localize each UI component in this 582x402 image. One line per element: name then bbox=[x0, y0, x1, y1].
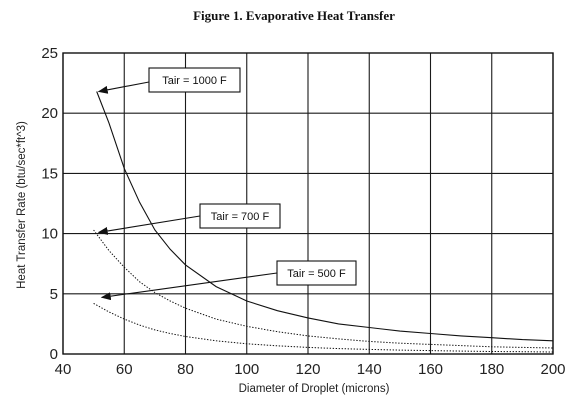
y-tick-label: 0 bbox=[50, 346, 58, 363]
x-tick-label: 160 bbox=[418, 361, 443, 378]
x-axis-label: Diameter of Droplet (microns) bbox=[239, 383, 390, 395]
grid bbox=[62, 52, 554, 355]
annotation-1: Tair = 1000 F bbox=[97, 67, 241, 94]
annotation-box bbox=[148, 67, 241, 93]
y-tick-label: 15 bbox=[41, 165, 58, 182]
x-tick-label: 200 bbox=[540, 361, 565, 378]
annotation-text: Tair = 500 F bbox=[287, 268, 346, 280]
series-line-3 bbox=[93, 302, 554, 353]
x-tick-label: 180 bbox=[479, 361, 504, 378]
annotation-text: Tair = 700 F bbox=[211, 211, 270, 223]
y-axis-label: Heat Transfer Rate (btu/sec*ft^3) bbox=[16, 121, 28, 289]
y-tick-label: 25 bbox=[41, 45, 58, 62]
tick-labels: 40 60 80 100 120 140 160 180 200 0 5 10 15 20 25 bbox=[41, 45, 565, 378]
annotations: Tair = 1000 F Tair = 700 F Tair = 500 F bbox=[97, 67, 357, 301]
y-tick-label: 10 bbox=[41, 226, 58, 243]
annotation-arrow bbox=[100, 272, 278, 301]
x-tick-label: 60 bbox=[116, 361, 133, 378]
x-tick-label: 40 bbox=[55, 361, 72, 378]
chart-title: Figure 1. Evaporative Heat Transfer bbox=[193, 8, 395, 23]
annotation-3: Tair = 500 F bbox=[100, 260, 357, 301]
x-tick-label: 140 bbox=[357, 361, 382, 378]
annotation-arrow bbox=[97, 215, 201, 235]
x-tick-label: 80 bbox=[177, 361, 194, 378]
y-tick-label: 20 bbox=[41, 105, 58, 122]
series-line-1 bbox=[96, 91, 554, 342]
x-tick-label: 120 bbox=[295, 361, 320, 378]
y-tick-label: 5 bbox=[50, 286, 58, 303]
series-lines bbox=[93, 91, 554, 353]
annotation-2: Tair = 700 F bbox=[97, 203, 281, 235]
annotation-text: Tair = 1000 F bbox=[162, 75, 227, 87]
plot-frame bbox=[62, 52, 554, 355]
x-tick-label: 100 bbox=[234, 361, 259, 378]
annotation-arrow bbox=[97, 81, 150, 94]
series-line-2 bbox=[93, 229, 554, 349]
